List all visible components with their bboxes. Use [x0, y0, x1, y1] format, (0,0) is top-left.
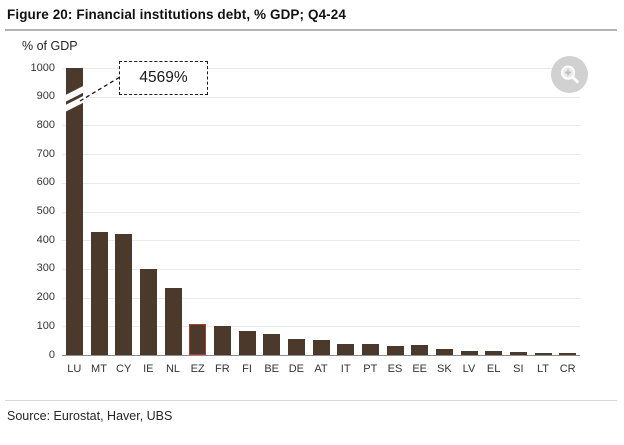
y-tick-label: 200	[36, 291, 55, 304]
bar	[509, 352, 527, 355]
figure-title: Figure 20: Financial institutions debt, …	[7, 7, 346, 22]
axis-break-value: 4569%	[139, 69, 188, 86]
gridline	[62, 326, 580, 328]
gridline	[62, 154, 580, 156]
footer-divider	[5, 400, 617, 401]
y-tick-label: 0	[48, 348, 55, 361]
bar	[65, 68, 83, 355]
x-tick-label: FI	[242, 363, 252, 375]
gridline	[62, 96, 580, 98]
x-tick-label: LU	[67, 363, 82, 375]
title-divider	[5, 29, 617, 31]
gridline	[62, 268, 580, 270]
bar	[337, 344, 355, 355]
bar	[534, 353, 552, 355]
bar	[238, 331, 256, 355]
y-tick-label: 600	[36, 176, 55, 189]
x-tick-label: LV	[462, 363, 476, 375]
bar	[411, 345, 429, 355]
gridline	[62, 68, 580, 69]
gridline	[62, 182, 580, 184]
x-tick-label: EL	[486, 363, 501, 375]
gridline	[62, 240, 580, 242]
x-tick-label: LT	[536, 363, 549, 375]
y-tick-label: 400	[36, 233, 55, 246]
bar	[559, 353, 577, 355]
x-tick-label: SI	[513, 363, 524, 375]
x-axis-line	[62, 355, 580, 356]
x-tick-label: IE	[143, 363, 154, 375]
y-tick-label: 500	[36, 205, 55, 217]
bar	[139, 269, 157, 355]
y-tick-label: 800	[36, 118, 55, 131]
axis-break-callout: 4569%	[119, 61, 208, 95]
gridline	[62, 125, 580, 127]
y-tick-label: 1000	[30, 61, 55, 74]
y-axis-units-label: % of GDP	[22, 39, 78, 53]
bar	[485, 351, 503, 355]
bar	[361, 344, 379, 355]
x-tick-label: AT	[314, 363, 328, 375]
bar	[460, 351, 478, 355]
bar	[115, 234, 133, 355]
bar	[189, 324, 207, 355]
x-tick-label: CR	[559, 363, 576, 375]
gridline	[62, 211, 580, 213]
bar	[386, 346, 404, 355]
bar	[287, 339, 305, 355]
x-tick-label: EZ	[190, 363, 205, 375]
x-tick-label: DE	[288, 363, 304, 375]
x-tick-label: FR	[214, 363, 230, 375]
x-tick-label: MT	[91, 363, 107, 375]
bar	[213, 326, 231, 355]
source-note: Source: Eurostat, Haver, UBS	[7, 409, 173, 423]
y-tick-label: 300	[36, 262, 55, 275]
magnifier-plus-icon	[560, 64, 579, 83]
bar	[435, 349, 453, 355]
x-tick-label: NL	[165, 363, 181, 375]
bar	[263, 334, 281, 355]
x-tick-label: ES	[387, 363, 403, 375]
x-tick-label: IT	[340, 363, 351, 375]
bar	[90, 232, 108, 355]
x-tick-label: PT	[363, 363, 378, 375]
x-tick-label: SK	[436, 363, 452, 375]
zoom-in-button[interactable]	[551, 56, 588, 93]
gridline	[62, 297, 580, 299]
x-tick-label: BE	[264, 363, 279, 375]
bar	[312, 340, 330, 355]
y-tick-label: 700	[36, 147, 55, 160]
x-tick-label: CY	[116, 363, 132, 375]
x-tick-label: EE	[412, 363, 427, 375]
y-tick-label: 900	[36, 90, 55, 103]
bar	[164, 288, 182, 355]
y-tick-label: 100	[36, 319, 55, 332]
